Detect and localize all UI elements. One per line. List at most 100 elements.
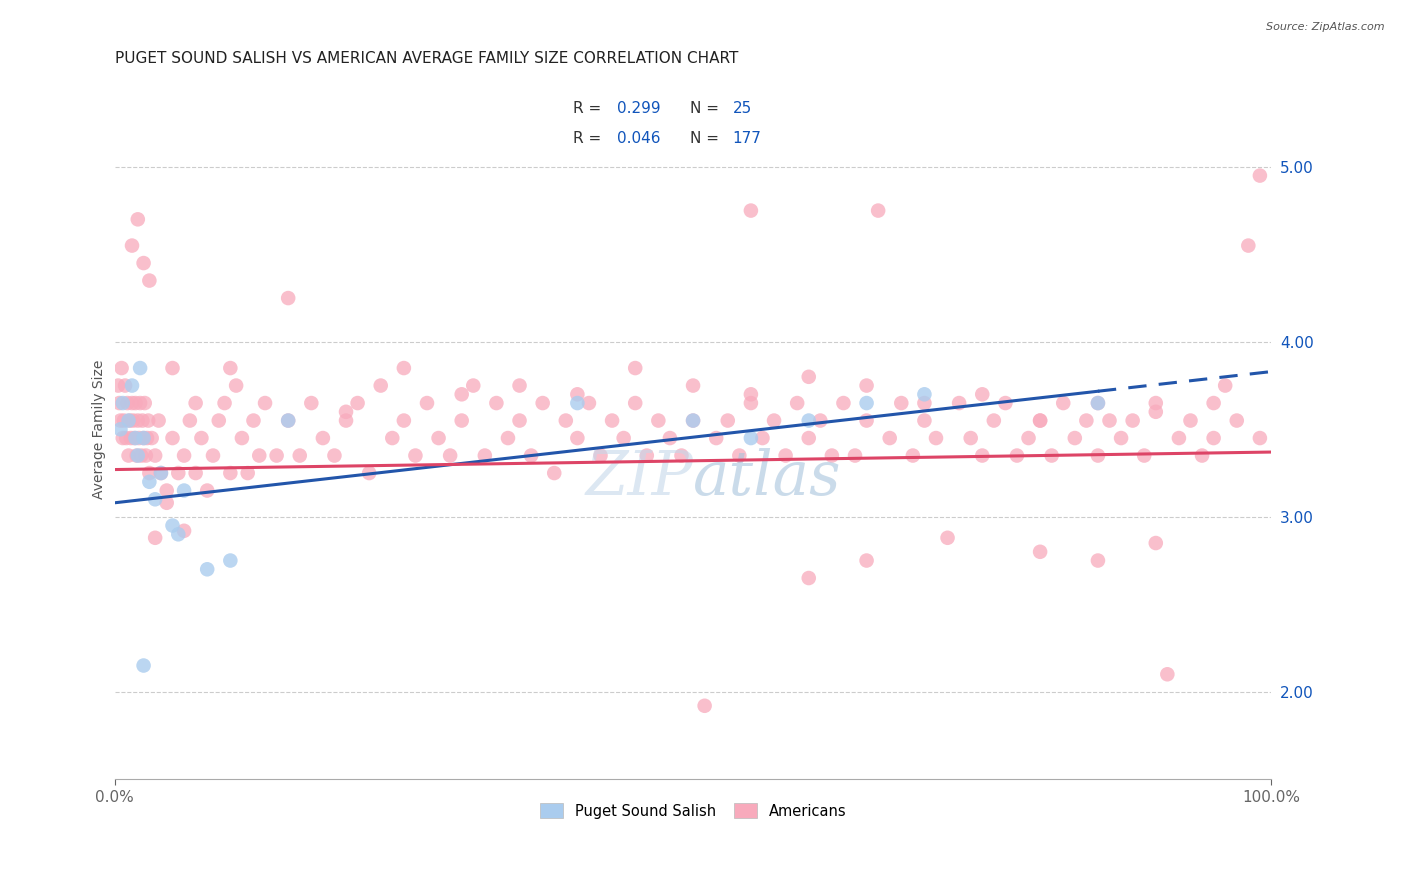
Point: [323, 449, 346, 463]
Point: [208, 413, 231, 427]
Point: [149, 466, 172, 480]
Point: [277, 291, 299, 305]
Point: [682, 413, 704, 427]
Point: [567, 396, 589, 410]
Point: [195, 562, 218, 576]
Point: [797, 571, 820, 585]
Point: [404, 449, 426, 463]
Point: [184, 396, 207, 410]
Point: [254, 396, 277, 410]
Point: [136, 431, 159, 445]
Point: [509, 378, 531, 392]
Point: [1202, 396, 1225, 410]
Point: [1156, 667, 1178, 681]
Point: [600, 413, 623, 427]
Point: [135, 449, 157, 463]
Text: 177: 177: [733, 130, 761, 145]
Point: [983, 413, 1005, 427]
Point: [855, 378, 877, 392]
Point: [129, 361, 152, 376]
Point: [740, 431, 762, 445]
Y-axis label: Average Family Size: Average Family Size: [93, 359, 107, 499]
Point: [994, 396, 1017, 410]
Point: [509, 413, 531, 427]
Point: [554, 413, 576, 427]
Point: [266, 449, 288, 463]
Point: [195, 483, 218, 498]
Point: [808, 413, 831, 427]
Point: [763, 413, 786, 427]
Point: [167, 527, 190, 541]
Text: N =: N =: [689, 101, 724, 116]
Point: [855, 553, 877, 567]
Point: [567, 431, 589, 445]
Point: [463, 378, 485, 392]
Point: [1226, 413, 1249, 427]
Point: [122, 413, 145, 427]
Point: [173, 483, 195, 498]
Point: [1052, 396, 1074, 410]
Point: [740, 396, 762, 410]
Point: [381, 431, 404, 445]
Point: [912, 387, 935, 401]
Point: [370, 378, 392, 392]
Point: [299, 396, 322, 410]
Point: [416, 396, 439, 410]
Text: Source: ZipAtlas.com: Source: ZipAtlas.com: [1267, 22, 1385, 32]
Point: [219, 466, 242, 480]
Point: [520, 449, 543, 463]
Point: [797, 369, 820, 384]
Point: [821, 449, 844, 463]
Point: [141, 431, 163, 445]
Point: [879, 431, 901, 445]
Point: [531, 396, 554, 410]
Point: [1122, 413, 1144, 427]
Point: [717, 413, 740, 427]
Point: [184, 466, 207, 480]
Point: [117, 413, 139, 427]
Point: [173, 449, 195, 463]
Point: [143, 531, 166, 545]
Point: [162, 361, 184, 376]
Point: [115, 431, 138, 445]
Point: [124, 431, 146, 445]
Point: [277, 413, 299, 427]
Point: [1087, 396, 1109, 410]
Point: [1133, 449, 1156, 463]
Point: [107, 378, 129, 392]
Point: [1249, 431, 1271, 445]
Point: [110, 361, 132, 376]
Point: [114, 378, 136, 392]
Point: [1018, 431, 1040, 445]
Point: [751, 431, 773, 445]
Point: [117, 396, 139, 410]
Point: [335, 405, 357, 419]
Point: [972, 449, 994, 463]
Point: [179, 413, 201, 427]
Point: [127, 413, 149, 427]
Point: [149, 466, 172, 480]
Point: [832, 396, 855, 410]
Point: [948, 396, 970, 410]
Point: [972, 387, 994, 401]
Point: [173, 524, 195, 538]
Point: [728, 449, 751, 463]
Text: R =: R =: [572, 101, 606, 116]
Point: [112, 413, 135, 427]
Point: [201, 449, 224, 463]
Point: [134, 396, 156, 410]
Point: [959, 431, 981, 445]
Point: [121, 396, 143, 410]
Point: [912, 413, 935, 427]
Point: [682, 413, 704, 427]
Point: [1040, 449, 1063, 463]
Point: [1087, 553, 1109, 567]
Point: [1109, 431, 1132, 445]
Point: [578, 396, 600, 410]
Point: [844, 449, 866, 463]
Point: [335, 413, 357, 427]
Point: [1167, 431, 1189, 445]
Point: [496, 431, 519, 445]
Point: [143, 449, 166, 463]
Point: [1029, 413, 1052, 427]
